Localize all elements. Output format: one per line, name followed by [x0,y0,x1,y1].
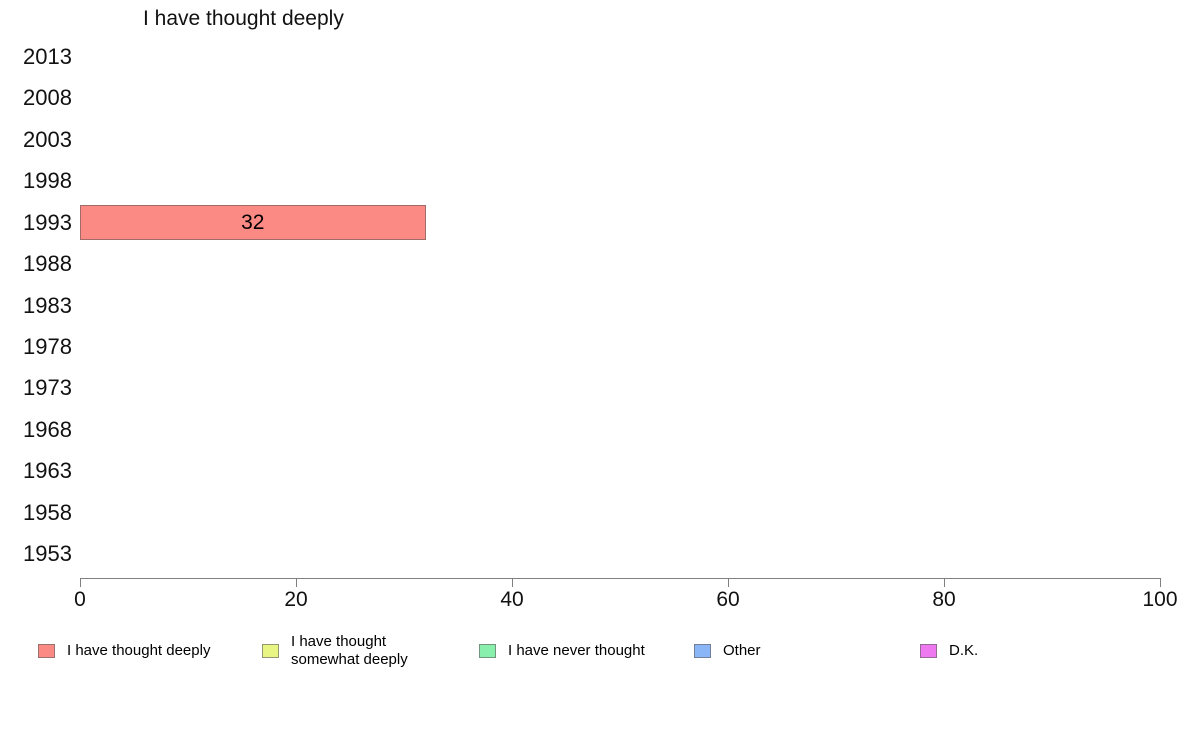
y-tick-label: 1963 [23,458,72,484]
y-tick-label: 1968 [23,416,72,442]
bar-1993: 32 [80,205,426,241]
bar-value-label: 32 [241,210,265,234]
x-tick-label: 60 [716,588,740,611]
y-tick-label: 2008 [23,85,72,111]
legend-item: I have never thought [479,626,645,676]
legend-item: D.K. [920,626,978,676]
chart-title: I have thought deeply [143,7,344,30]
y-tick-label: 1973 [23,375,72,401]
y-tick-label: 2003 [23,126,72,152]
y-tick-label: 1953 [23,541,72,567]
y-tick-label: 1988 [23,251,72,277]
legend-label: I have thought deeply [67,642,211,659]
y-tick-label: 2013 [23,44,72,69]
legend-swatch-icon [479,644,496,658]
x-tick-label: 100 [1142,588,1178,611]
x-tick-label: 80 [932,588,956,611]
x-axis-tick [944,578,945,587]
legend-swatch-icon [38,644,55,658]
legend-item: Other [694,626,761,676]
x-tick-label: 40 [500,588,524,611]
y-tick-label: 1993 [23,209,72,235]
x-tick-label: 0 [74,588,86,611]
y-tick-label: 1978 [23,333,72,359]
legend: I have thought deeply I have thought some… [0,626,1188,676]
x-axis-tick [728,578,729,587]
legend-swatch-icon [694,644,711,658]
y-tick-label: 1983 [23,292,72,318]
legend-label: I have thought somewhat deeply [291,633,408,668]
legend-item: I have thought deeply [38,626,210,676]
legend-label: D.K. [949,642,979,659]
legend-label: Other [723,642,761,659]
x-axis-line [80,578,1160,579]
y-tick-label: 1958 [23,499,72,525]
legend-swatch-icon [920,644,937,658]
legend-label: I have never thought [508,642,645,659]
legend-item: I have thought somewhat deeply [262,626,419,676]
legend-swatch-icon [262,644,279,658]
y-tick-label: 1998 [23,168,72,194]
x-axis-tick [80,578,81,587]
x-axis-tick [1160,578,1161,587]
x-axis-tick [296,578,297,587]
x-tick-label: 20 [284,588,308,611]
x-axis-tick [512,578,513,587]
